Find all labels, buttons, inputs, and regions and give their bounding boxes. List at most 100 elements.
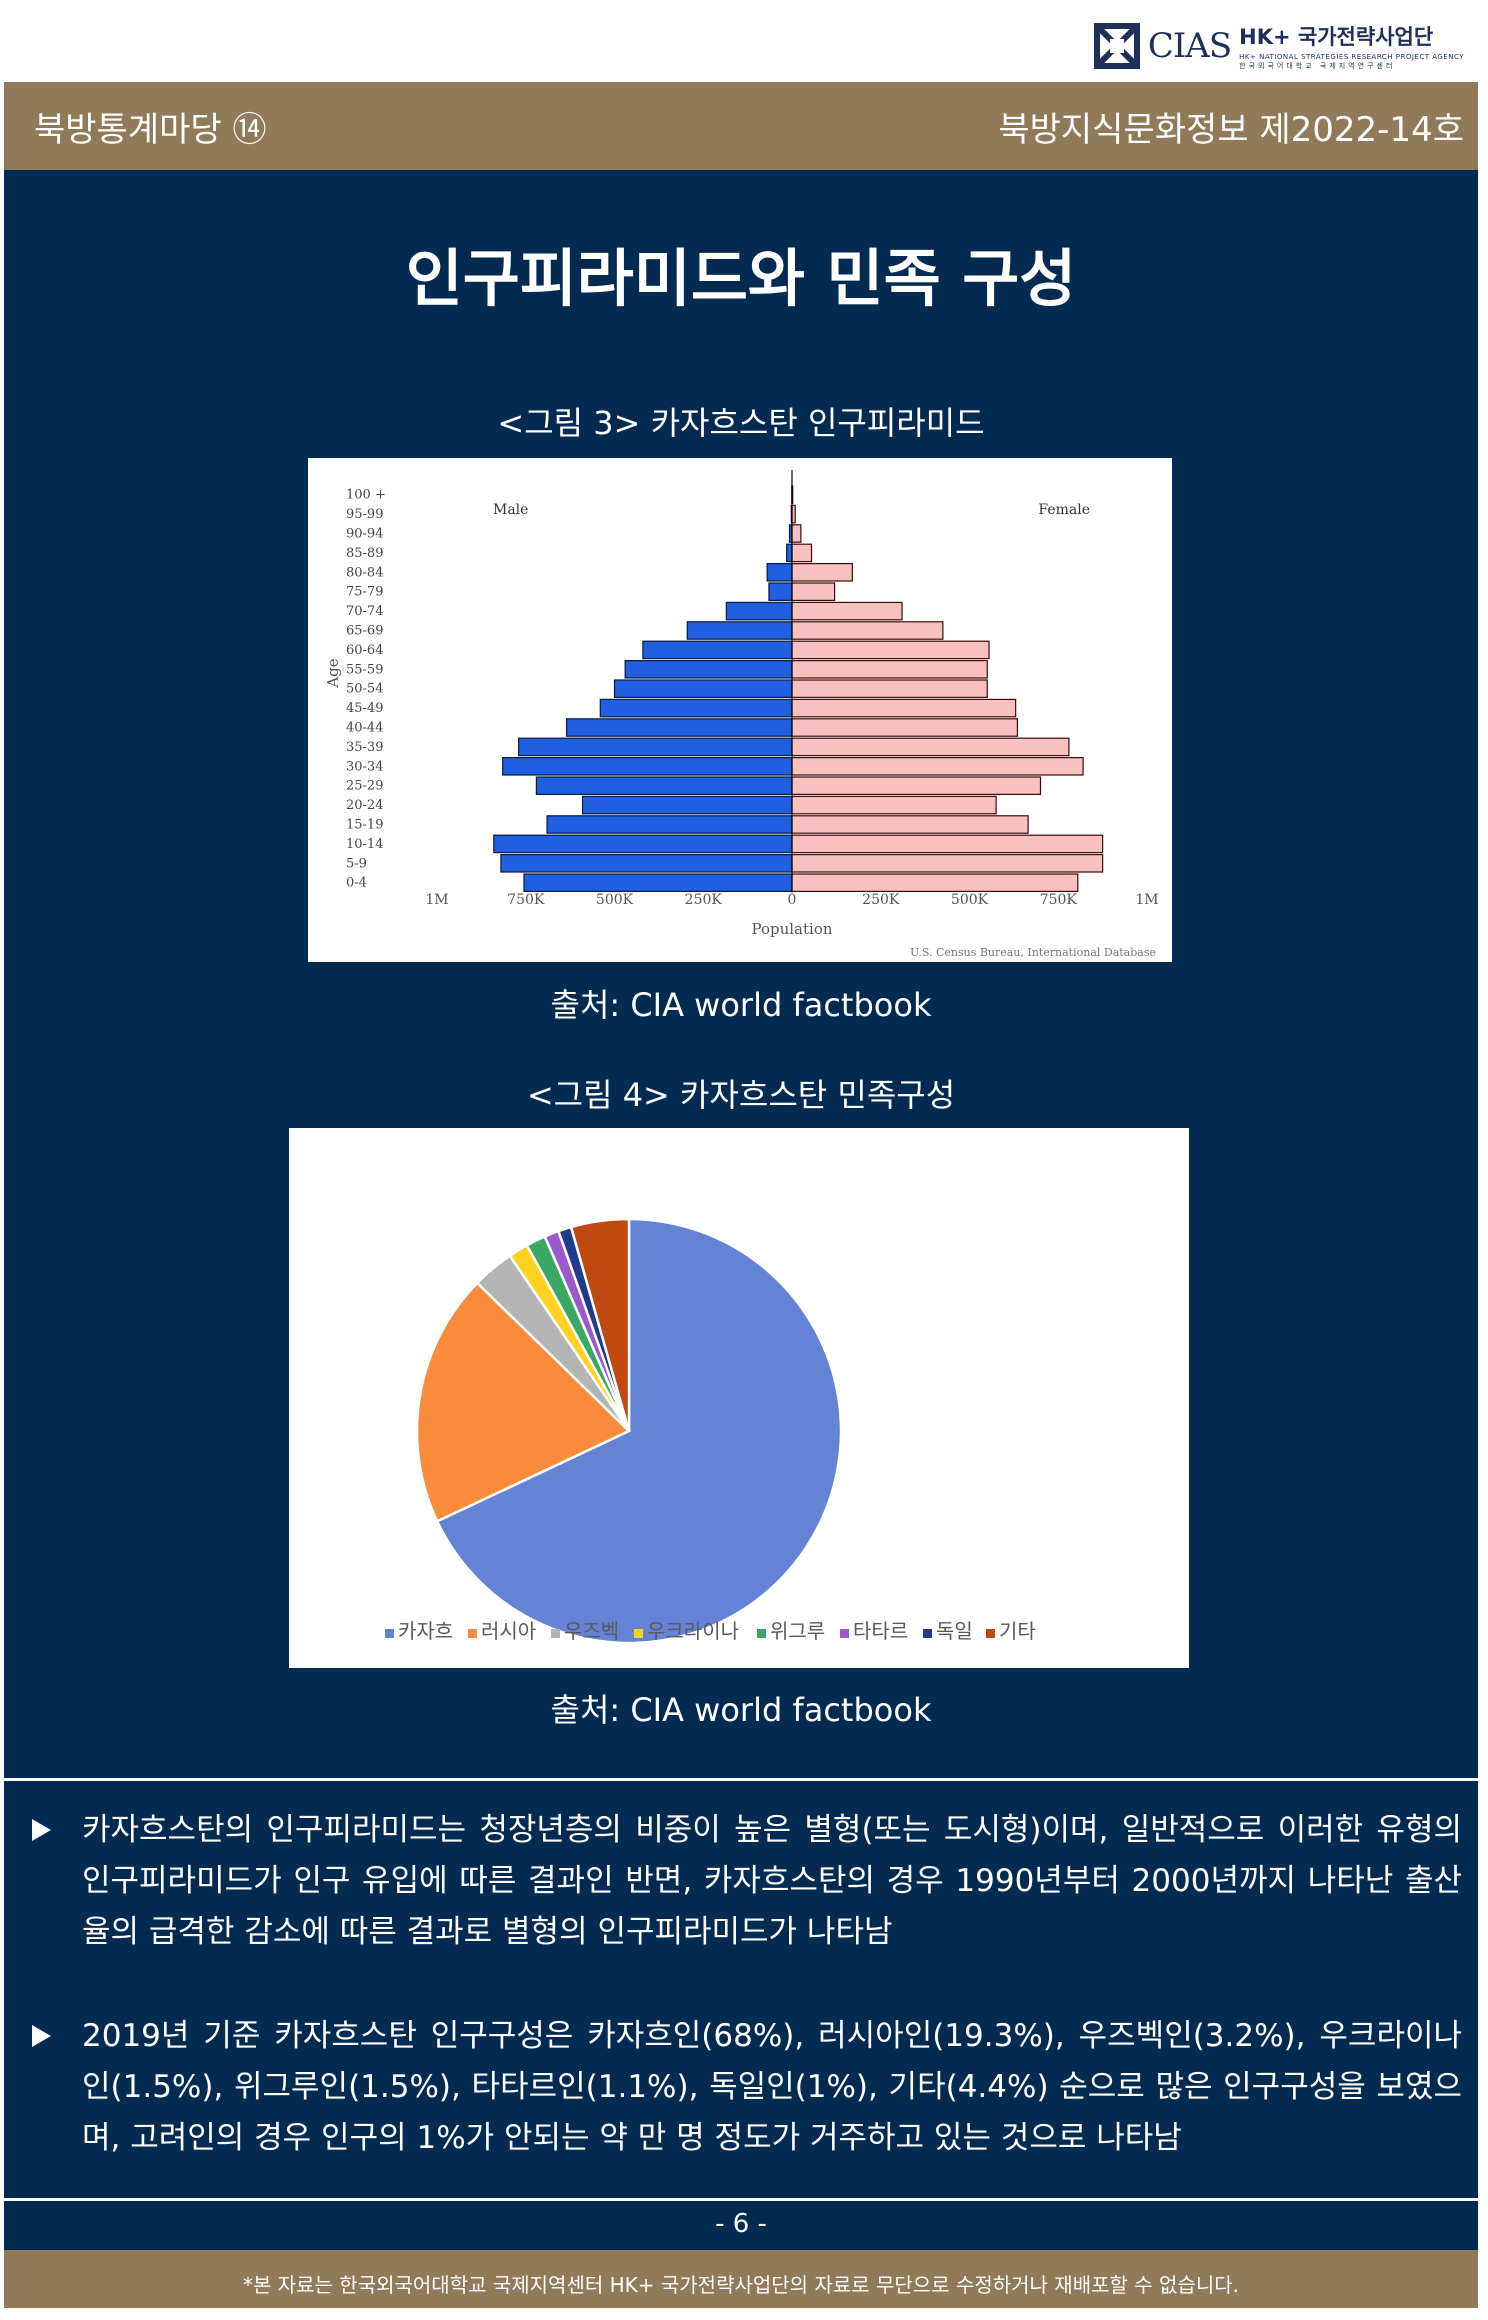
female-bar — [792, 680, 987, 697]
age-tick-label: 90-94 — [346, 527, 383, 542]
female-bar — [792, 796, 996, 813]
legend-swatch — [923, 1629, 932, 1638]
legend-label: 타타르 — [853, 1619, 908, 1643]
male-bar — [625, 661, 792, 678]
female-bar — [792, 777, 1041, 794]
bullet-item: 2019년 기준 카자흐스탄 인구구성은 카자흐인(68%), 러시아인(19.… — [32, 2011, 1462, 2164]
legend-swatch — [551, 1629, 560, 1638]
male-bar — [583, 796, 792, 813]
age-tick-label: 100 + — [346, 488, 386, 503]
female-bar — [792, 855, 1103, 872]
x-tick-label: 0 — [788, 892, 797, 908]
footer-notice: *본 자료는 한국외국어대학교 국제지역센터 HK+ 국가전략사업단의 자료로 … — [4, 2250, 1478, 2308]
x-tick-label: 250K — [862, 892, 900, 908]
age-tick-label: 50-54 — [346, 682, 383, 697]
series-title: 북방통계마당 ⑭ — [34, 102, 267, 151]
age-tick-label: 5-9 — [346, 856, 367, 871]
age-tick-label: 95-99 — [346, 507, 383, 522]
male-bar — [687, 622, 792, 639]
female-bar — [792, 622, 943, 639]
age-tick-label: 85-89 — [346, 546, 383, 561]
female-bar — [792, 719, 1017, 736]
logo-sub-text: HK+ NATIONAL STRATEGIES RESEARCH PROJECT… — [1239, 53, 1464, 61]
y-axis-label: Age — [324, 658, 342, 688]
male-bar — [787, 544, 792, 561]
figure4-caption: <그림 4> 카자흐스탄 민족구성 — [4, 1070, 1478, 1116]
female-bar — [792, 699, 1016, 716]
female-bar — [792, 583, 835, 600]
female-bar — [792, 835, 1103, 852]
page-title: 인구피라미드와 민족 구성 — [4, 228, 1478, 318]
x-tick-label: 500K — [596, 892, 634, 908]
age-tick-label: 60-64 — [346, 643, 383, 658]
male-bar — [494, 835, 792, 852]
header-bar: 북방통계마당 ⑭ 북방지식문화정보 제2022-14호 — [4, 82, 1478, 170]
legend-swatch — [468, 1629, 477, 1638]
x-tick-label: 250K — [685, 892, 723, 908]
source-note: U.S. Census Bureau, International Databa… — [910, 946, 1156, 959]
male-bar — [643, 641, 792, 658]
male-bar — [769, 583, 792, 600]
legend-label: 기타 — [999, 1619, 1036, 1643]
age-tick-label: 25-29 — [346, 779, 383, 794]
male-bar — [567, 719, 792, 736]
legend-swatch — [385, 1629, 394, 1638]
age-tick-label: 65-69 — [346, 624, 383, 639]
female-bar — [792, 738, 1069, 755]
cias-mark-icon — [1094, 23, 1140, 69]
legend-swatch — [634, 1629, 643, 1638]
female-bar — [792, 758, 1083, 775]
age-tick-label: 10-14 — [346, 837, 383, 852]
age-tick-label: 80-84 — [346, 565, 383, 580]
legend-label: 러시아 — [481, 1619, 536, 1643]
male-bar — [501, 855, 792, 872]
logo-cias-text: CIAS — [1148, 26, 1231, 66]
male-bar — [519, 738, 792, 755]
female-bar — [792, 641, 989, 658]
triangle-bullet-icon — [32, 1819, 51, 1841]
age-tick-label: 45-49 — [346, 701, 383, 716]
male-bar — [536, 777, 792, 794]
female-legend: Female — [1038, 502, 1090, 518]
figure4-source: 출처: CIA world factbook — [4, 1685, 1478, 1731]
age-tick-label: 55-59 — [346, 662, 383, 677]
age-tick-label: 15-19 — [346, 818, 383, 833]
x-tick-label: 1M — [425, 892, 448, 908]
female-bar — [792, 816, 1028, 833]
x-tick-label: 1M — [1135, 892, 1158, 908]
x-tick-label: 500K — [951, 892, 989, 908]
age-tick-label: 70-74 — [346, 604, 383, 619]
legend-label: 우즈벡 — [564, 1619, 619, 1643]
issue-number: 북방지식문화정보 제2022-14호 — [998, 102, 1464, 151]
female-bar — [792, 874, 1078, 891]
legend-swatch — [840, 1629, 849, 1638]
age-tick-label: 40-44 — [346, 721, 383, 736]
x-tick-label: 750K — [1040, 892, 1078, 908]
legend-swatch — [757, 1629, 766, 1638]
pyramid-svg: 0-45-910-1415-1920-2425-2930-3435-3940-4… — [308, 458, 1172, 962]
figure3-caption: <그림 3> 카자흐스탄 인구피라미드 — [4, 398, 1478, 444]
female-bar — [792, 544, 812, 561]
triangle-bullet-icon — [32, 2025, 51, 2047]
legend-label: 우크라이나 — [647, 1619, 739, 1643]
page-number: - 6 - — [4, 2198, 1478, 2250]
bullet-text: 2019년 기준 카자흐스탄 인구구성은 카자흐인(68%), 러시아인(19.… — [82, 2011, 1462, 2164]
male-bar — [503, 758, 792, 775]
age-tick-label: 20-24 — [346, 798, 383, 813]
logo-sub2-text: 한국외국어대학교 국제지역연구센터 — [1239, 61, 1464, 71]
female-bar — [792, 602, 902, 619]
cias-logo: CIAS HK+ 국가전략사업단 HK+ NATIONAL STRATEGIES… — [1094, 18, 1464, 74]
male-bar — [615, 680, 793, 697]
age-tick-label: 75-79 — [346, 585, 383, 600]
x-tick-label: 750K — [507, 892, 545, 908]
legend-swatch — [986, 1629, 995, 1638]
male-bar — [726, 602, 792, 619]
age-tick-label: 35-39 — [346, 740, 383, 755]
logo-hk-text: HK+ 국가전략사업단 — [1239, 21, 1464, 51]
bullet-text: 카자흐스탄의 인구피라미드는 청장년층의 비중이 높은 별형(또는 도시형)이며… — [82, 1805, 1462, 1958]
legend-label: 카자흐 — [398, 1619, 453, 1643]
